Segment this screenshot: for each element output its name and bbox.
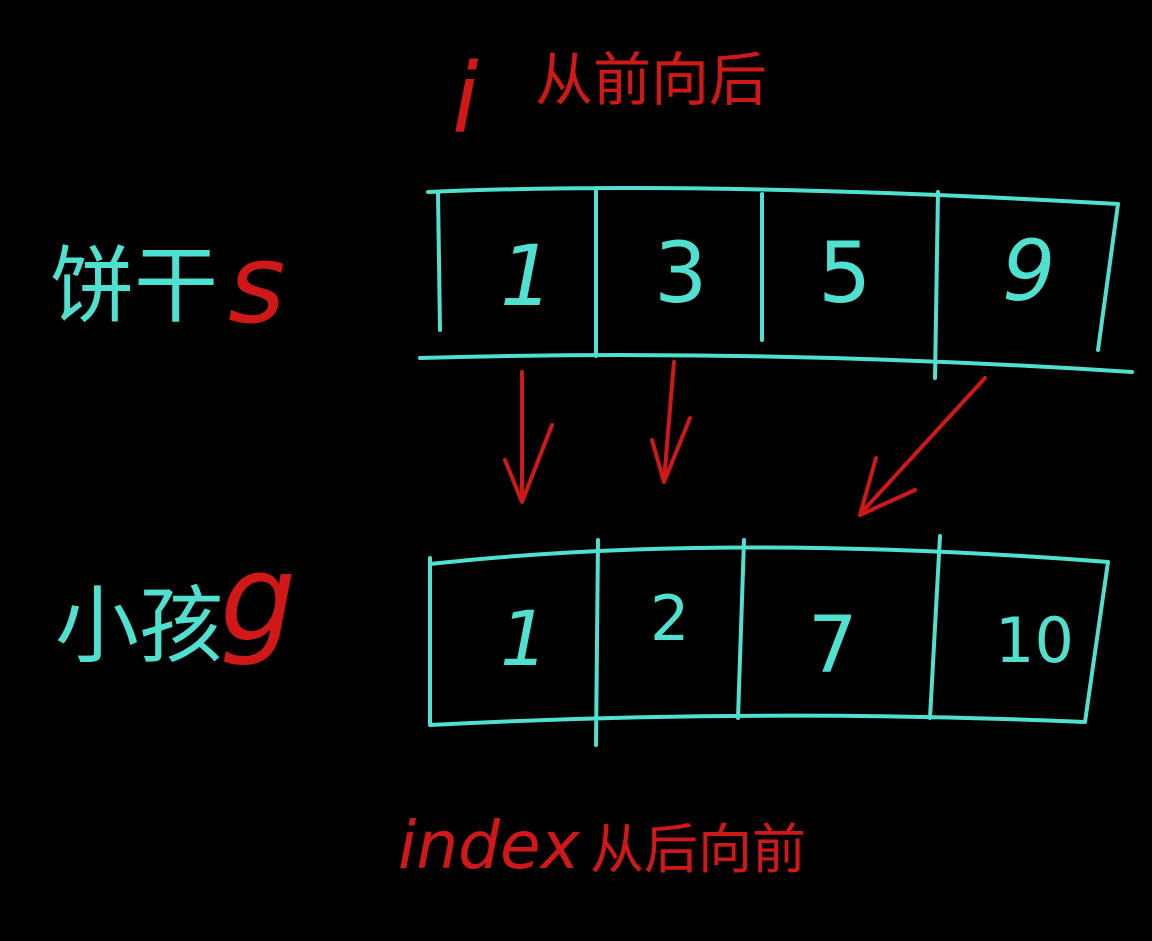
arrow-2	[858, 376, 987, 517]
array-bottom-cell-2: 7	[808, 601, 858, 691]
array-top: 1 3 5 9	[418, 186, 1134, 380]
array-top-cell-1: 3	[654, 224, 707, 322]
array-top-cell-3: 9	[1002, 222, 1055, 320]
array-top-label: 饼干 s	[50, 220, 285, 348]
array-top-cell-0: 1	[500, 227, 553, 325]
array-bottom-cell-0: 1	[500, 594, 548, 683]
arrows	[503, 360, 987, 517]
top-direction-label: 从前向后	[535, 46, 767, 114]
array-bottom: 1 2 7 10	[428, 534, 1110, 747]
array-bottom-outline	[428, 534, 1110, 747]
top-label: i 从前向后	[452, 43, 767, 155]
array-top-suffix: s	[228, 220, 285, 348]
array-top-name: 饼干	[50, 237, 218, 335]
bottom-label: index 从后向前	[398, 807, 806, 884]
arrow-1	[650, 360, 692, 484]
array-bottom-label: 小孩 g	[55, 530, 296, 675]
bottom-direction-label: 从后向前	[590, 818, 806, 881]
array-top-outline	[418, 186, 1134, 380]
array-bottom-cell-1: 2	[650, 582, 689, 655]
top-pointer-label: i	[452, 43, 479, 155]
array-bottom-cell-3: 10	[995, 604, 1074, 677]
bottom-pointer-label: index	[398, 807, 581, 884]
array-top-cell-2: 5	[818, 224, 871, 322]
array-bottom-suffix: g	[220, 530, 296, 669]
array-bottom-name: 小孩	[55, 577, 223, 675]
arrow-0	[503, 370, 554, 504]
